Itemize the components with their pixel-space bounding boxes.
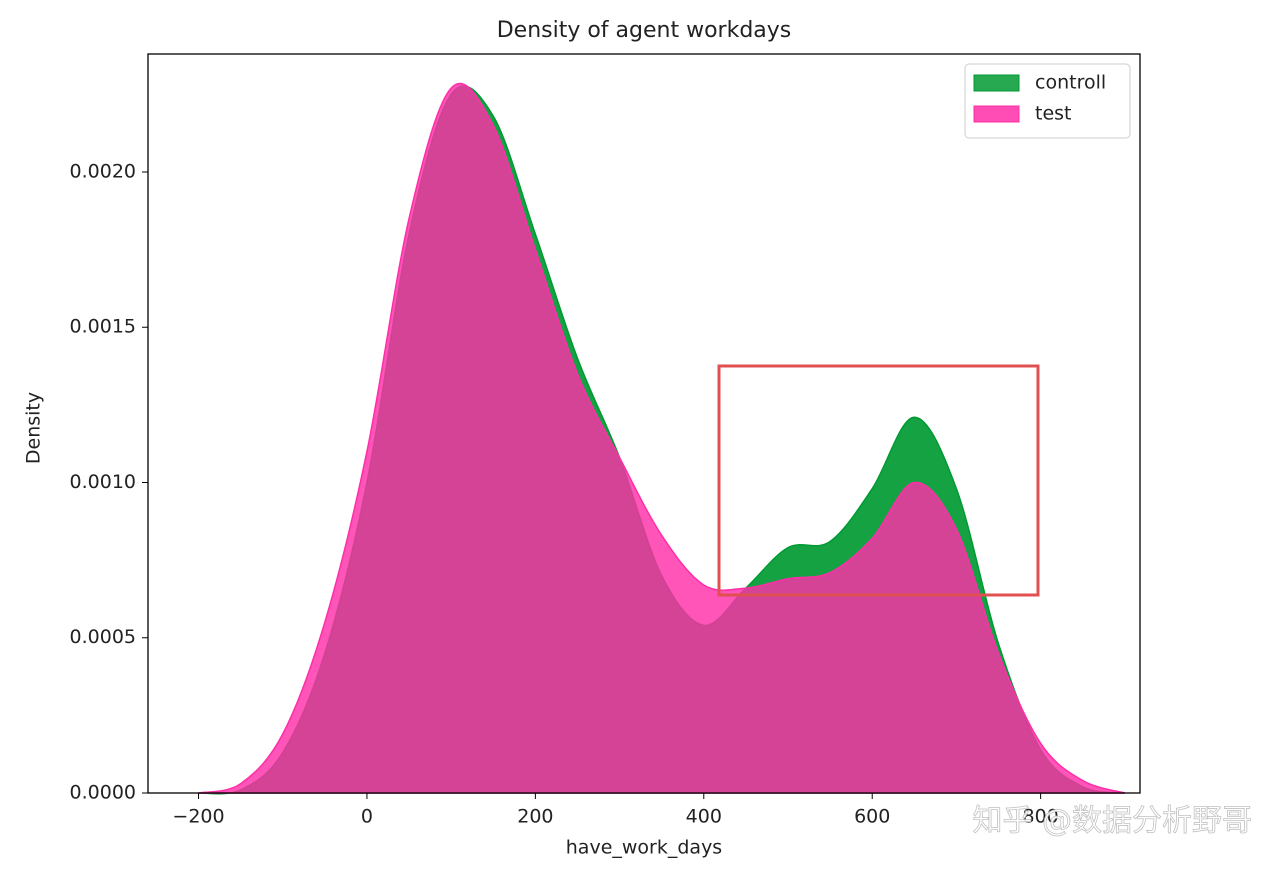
y-axis-label: Density <box>23 392 45 464</box>
watermark: 知乎 @数据分析野哥 <box>972 804 1252 839</box>
density-area <box>198 82 1126 794</box>
x-axis-label: have_work_days <box>566 837 722 859</box>
legend-label: controll <box>1035 72 1106 94</box>
legend-label: test <box>1035 103 1072 125</box>
x-tick-label: 200 <box>517 806 553 828</box>
legend-swatch <box>973 105 1020 123</box>
y-tick-label: 0.0000 <box>70 782 136 804</box>
y-tick-label: 0.0015 <box>70 316 136 338</box>
y-tick-label: 0.0005 <box>70 626 136 648</box>
x-tick-label: 400 <box>686 806 722 828</box>
x-tick-label: 0 <box>361 806 373 828</box>
y-tick-label: 0.0020 <box>70 160 136 182</box>
x-tick-label: −200 <box>172 806 224 828</box>
highlight-box <box>717 364 1040 597</box>
chart-title: Density of agent workdays <box>497 18 792 43</box>
y-tick-label: 0.0010 <box>70 471 136 493</box>
legend-swatch <box>973 74 1020 92</box>
x-tick-label: 600 <box>854 806 890 828</box>
x-tick-label: 800 <box>1022 806 1058 828</box>
plot-frame <box>147 53 1141 794</box>
